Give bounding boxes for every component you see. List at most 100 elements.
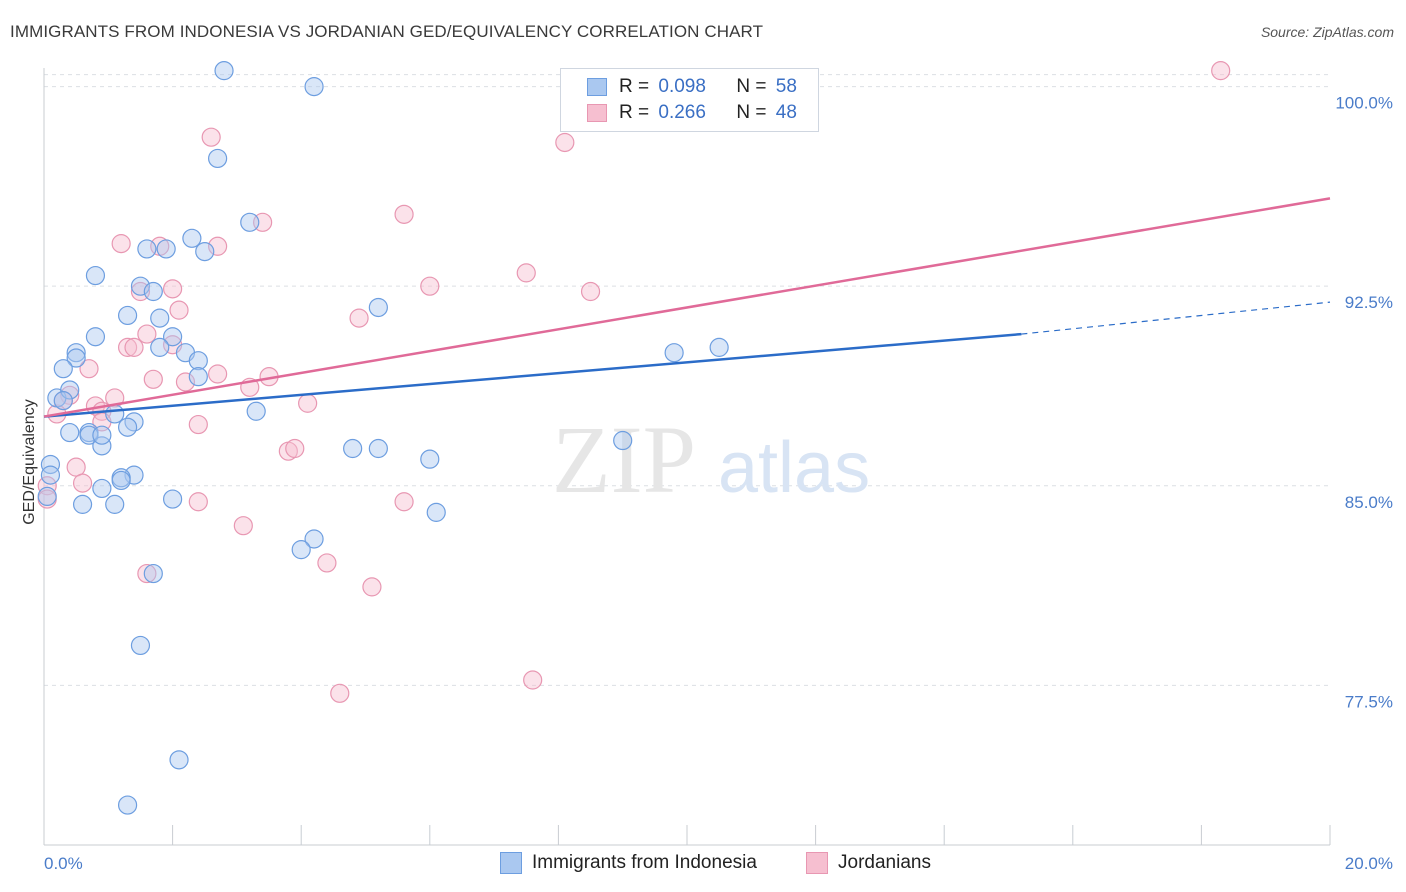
jordanians-point xyxy=(233,516,253,536)
indonesia-point xyxy=(426,502,446,522)
indonesia-point xyxy=(240,212,260,232)
jordanians-point xyxy=(298,393,318,413)
legend-swatch-pink xyxy=(587,104,607,122)
jordanians-point xyxy=(169,300,189,320)
legend-n-label: N = xyxy=(736,76,767,97)
jordanians-point xyxy=(394,204,414,224)
x-tick-label: 0.0% xyxy=(44,854,83,873)
indonesia-point xyxy=(163,327,183,347)
legend-row-indonesia: R = 0.098 N = 58 xyxy=(587,75,797,99)
legend-n-value: 58 xyxy=(775,76,797,97)
jordanians-point xyxy=(420,276,440,296)
indonesia-point xyxy=(182,228,202,248)
indonesia-point xyxy=(208,148,228,169)
indonesia-trend-line xyxy=(43,332,1022,418)
indonesia-point xyxy=(420,449,440,469)
indonesia-point xyxy=(709,337,729,357)
jordanians-point xyxy=(285,438,305,459)
indonesia-point xyxy=(72,494,93,514)
jordanians-point xyxy=(117,337,138,357)
jordanians-point xyxy=(124,337,144,357)
indonesia-point xyxy=(195,241,215,262)
indonesia-point xyxy=(92,478,112,499)
bottom-legend-indonesia: Immigrants from Indonesia xyxy=(500,852,757,874)
trend-lines xyxy=(43,197,1331,418)
jordanians-point xyxy=(72,473,93,493)
jordanians-point xyxy=(523,670,543,690)
indonesia-point xyxy=(92,436,112,456)
indonesia-point xyxy=(214,61,234,81)
jordanians-point xyxy=(580,281,601,302)
indonesia-point xyxy=(85,327,106,347)
indonesia-point xyxy=(156,239,176,259)
indonesia-point xyxy=(117,305,138,326)
jordanians-point xyxy=(362,577,382,597)
jordanians-point xyxy=(111,234,131,254)
jordanians-point xyxy=(143,369,163,389)
watermark: ZIP atlas xyxy=(552,406,870,513)
jordanians-point xyxy=(330,683,350,703)
jordanians-points xyxy=(37,61,1231,703)
jordanians-point xyxy=(1211,61,1231,81)
indonesia-point xyxy=(66,343,86,363)
watermark-atlas: atlas xyxy=(718,428,870,508)
jordanians-point xyxy=(201,127,221,147)
indonesia-point xyxy=(613,430,633,451)
indonesia-point xyxy=(150,308,170,328)
y-tick-labels: 77.5% 85.0% 92.5% 100.0% xyxy=(1335,94,1393,712)
y-tick-label: 77.5% xyxy=(1345,692,1393,711)
indonesia-point xyxy=(143,563,163,584)
jordanians-point xyxy=(188,492,208,512)
legend-n-value: 48 xyxy=(775,102,797,123)
indonesia-point xyxy=(40,465,61,485)
bottom-legend-swatch-pink xyxy=(806,852,828,874)
x-tick-labels: 0.0% 20.0% xyxy=(44,854,1393,873)
legend-swatch-blue xyxy=(587,78,607,96)
indonesia-trend-extension xyxy=(1021,301,1331,335)
y-tick-label: 92.5% xyxy=(1345,293,1393,312)
jordanians-point xyxy=(37,476,57,496)
jordanians-point xyxy=(137,324,157,344)
jordanians-point xyxy=(175,372,196,392)
jordanians-point xyxy=(137,563,157,584)
legend-n-label: N = xyxy=(736,102,767,123)
indonesia-point xyxy=(304,529,324,549)
jordanians-point xyxy=(555,132,575,153)
indonesia-point xyxy=(368,438,388,459)
indonesia-point xyxy=(150,337,170,357)
chart-source: Source: ZipAtlas.com xyxy=(1260,24,1394,40)
jordanians-point xyxy=(349,308,369,328)
indonesia-point xyxy=(40,454,61,475)
jordanians-point xyxy=(317,553,337,573)
indonesia-point xyxy=(163,489,183,509)
jordanians-point xyxy=(394,492,414,512)
indonesia-points xyxy=(37,61,729,815)
chart-title: IMMIGRANTS FROM INDONESIA VS JORDANIAN G… xyxy=(10,22,764,41)
stats-legend: R = 0.098 N = 58 R = 0.266 N = 48 xyxy=(560,68,819,132)
legend-r-label: R = xyxy=(619,76,650,97)
indonesia-point xyxy=(137,239,157,259)
jordanians-point xyxy=(105,388,125,408)
y-tick-label: 85.0% xyxy=(1345,493,1393,512)
indonesia-point xyxy=(92,425,112,445)
legend-row-jordanians: R = 0.266 N = 48 xyxy=(587,101,797,125)
indonesia-point xyxy=(53,391,73,411)
indonesia-point xyxy=(85,265,106,286)
indonesia-point xyxy=(111,470,131,491)
jordanians-point xyxy=(163,279,183,299)
indonesia-point xyxy=(60,380,80,400)
jordanians-point xyxy=(208,364,228,384)
bottom-legend-jordanians: Jordanians xyxy=(806,852,931,874)
indonesia-point xyxy=(169,750,189,770)
indonesia-point xyxy=(117,795,138,815)
indonesia-point xyxy=(188,367,208,387)
y-tick-label: 100.0% xyxy=(1335,94,1393,113)
indonesia-point xyxy=(246,401,266,421)
indonesia-point xyxy=(368,297,388,318)
jordanians-point xyxy=(516,263,536,283)
indonesia-point xyxy=(124,412,144,432)
legend-r-value: 0.098 xyxy=(658,76,706,97)
indonesia-point xyxy=(291,540,311,560)
indonesia-point xyxy=(37,486,57,507)
indonesia-point xyxy=(304,77,324,97)
